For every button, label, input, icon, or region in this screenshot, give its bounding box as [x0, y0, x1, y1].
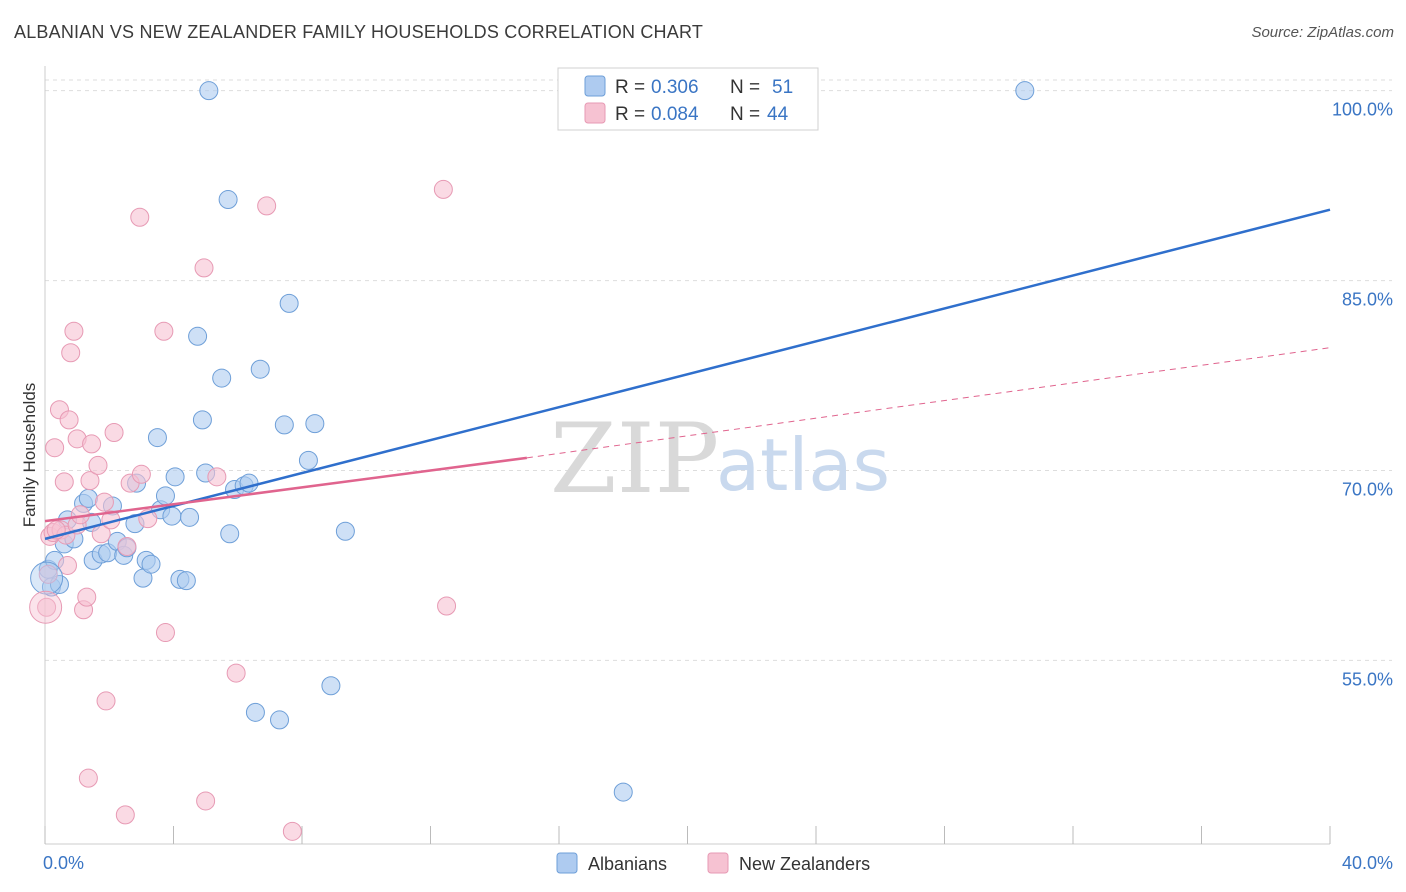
y-tick-label: 55.0%	[1342, 669, 1393, 689]
albanian-point	[78, 488, 98, 508]
legend-n-value-2: 44	[767, 104, 789, 125]
albanian-point	[245, 702, 265, 722]
albanian-point	[279, 293, 299, 313]
y-tick-label: 85.0%	[1342, 290, 1393, 310]
legend-r-label-2: R =	[615, 104, 645, 125]
bottom-legend: Albanians New Zealanders	[556, 852, 870, 874]
new-zealander-point	[437, 596, 457, 616]
new-zealander-point	[196, 791, 216, 811]
albanian-point	[192, 410, 212, 430]
new-zealander-point	[38, 564, 58, 584]
new-zealander-point	[226, 663, 246, 683]
albanian-point	[321, 676, 341, 696]
y-axis-label: Family Households	[20, 383, 39, 528]
new-zealander-point	[57, 555, 77, 575]
new-zealander-point	[82, 434, 102, 454]
legend-n-label-1: N =	[730, 77, 760, 98]
albanian-point	[613, 782, 633, 802]
new-zealander-trend-line	[44, 456, 528, 523]
albanian-point	[162, 506, 182, 526]
albanian-cluster-point	[30, 561, 64, 595]
albanian-trend-line	[44, 208, 1331, 541]
legend-r-label-1: R =	[615, 77, 645, 98]
new-zealander-cluster-point	[29, 590, 63, 624]
watermark-zip: ZIP	[550, 403, 719, 515]
new-zealander-trend-line-extension	[526, 347, 1331, 459]
new-zealander-point	[37, 597, 57, 617]
albanian-point	[1015, 81, 1035, 101]
new-zealander-point	[130, 207, 150, 227]
new-zealander-point	[117, 536, 137, 556]
new-zealander-point	[194, 258, 214, 278]
new-zealander-point	[77, 587, 97, 607]
new-zealander-point	[207, 467, 227, 487]
new-zealander-point	[80, 471, 100, 491]
new-zealander-point	[115, 805, 135, 825]
legend-r-value-1: 0.306	[651, 77, 699, 98]
new-zealander-point	[59, 410, 79, 430]
albanian-point	[335, 521, 355, 541]
axes-layer	[44, 66, 1331, 845]
watermark: ZIP atlas	[550, 403, 890, 515]
bottom-legend-swatch-albanians	[556, 852, 578, 874]
albanian-point	[218, 190, 238, 210]
new-zealander-point	[104, 423, 124, 443]
legend-r-value-2: 0.084	[651, 104, 699, 125]
x-tick-label-min: 0.0%	[43, 853, 84, 873]
new-zealander-point	[45, 438, 65, 458]
albanian-point	[305, 414, 325, 434]
chart-title: ALBANIAN VS NEW ZEALANDER FAMILY HOUSEHO…	[14, 22, 704, 42]
legend-swatch-new-zealanders	[584, 102, 606, 124]
legend-swatch-albanians	[584, 75, 606, 97]
bottom-legend-albanians: Albanians	[588, 854, 667, 874]
grid-layer	[45, 79, 1392, 661]
albanian-point	[188, 326, 208, 346]
albanian-point	[298, 450, 318, 470]
new-zealander-point	[64, 321, 84, 341]
new-zealander-point	[54, 472, 74, 492]
trend-lines-layer	[44, 208, 1331, 541]
points-layer	[29, 81, 1035, 841]
albanian-point	[176, 571, 196, 591]
new-zealander-point	[96, 691, 116, 711]
albanian-point	[165, 467, 185, 487]
new-zealander-point	[154, 321, 174, 341]
new-zealander-point	[131, 464, 151, 484]
new-zealander-point	[88, 455, 108, 475]
bottom-legend-swatch-new-zealanders	[707, 852, 729, 874]
new-zealander-point	[155, 623, 175, 643]
legend: R = 0.306 N = 51 R = 0.084 N = 44	[557, 67, 819, 131]
albanian-point	[220, 524, 240, 544]
albanian-point	[199, 81, 219, 101]
new-zealander-point	[78, 768, 98, 788]
albanian-point	[147, 428, 167, 448]
legend-n-value-1: 51	[772, 77, 793, 98]
albanian-point	[250, 359, 270, 379]
albanian-point	[274, 415, 294, 435]
y-tick-label: 100.0%	[1332, 100, 1393, 120]
chart-source: Source: ZipAtlas.com	[1251, 24, 1394, 41]
new-zealander-point	[61, 343, 81, 363]
new-zealander-point	[433, 179, 453, 199]
y-tick-label: 70.0%	[1342, 479, 1393, 499]
new-zealander-point	[94, 492, 114, 512]
albanian-point	[270, 710, 290, 730]
x-tick-label-max: 40.0%	[1342, 853, 1393, 873]
new-zealander-point	[257, 196, 277, 216]
tick-labels-layer: 55.0% 70.0% 85.0% 100.0% 0.0% 40.0%	[43, 100, 1393, 873]
legend-n-label-2: N =	[730, 104, 760, 125]
bottom-legend-new-zealanders: New Zealanders	[739, 854, 870, 874]
albanian-point	[212, 368, 232, 388]
new-zealander-point	[282, 821, 302, 841]
albanian-point	[141, 554, 161, 574]
albanian-point	[155, 486, 175, 506]
albanian-point	[180, 507, 200, 527]
watermark-atlas: atlas	[716, 423, 890, 507]
